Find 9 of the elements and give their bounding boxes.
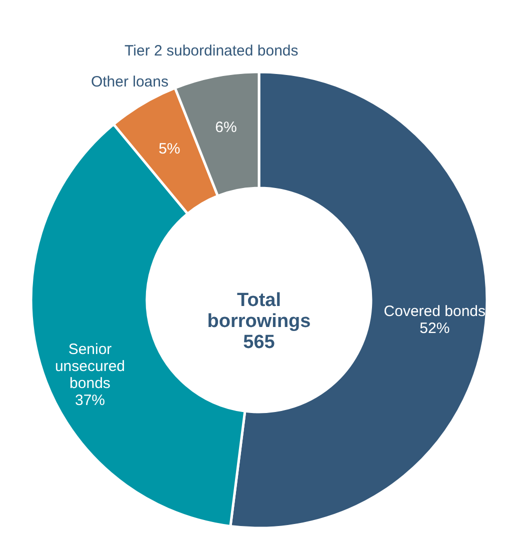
data-label: 5%: [158, 140, 180, 158]
text: Total borrowings 565: [207, 290, 311, 353]
slice-label: Senior unsecured bonds: [54, 341, 126, 392]
slice-label: Other loans: [90, 73, 168, 90]
data-label: 52%: [420, 320, 450, 338]
data-label: 37%: [74, 392, 106, 410]
data-label: 6%: [215, 119, 237, 136]
slice-label: Tier 2 subordinated bonds: [124, 42, 298, 60]
slice-label: Covered bonds: [384, 303, 486, 320]
